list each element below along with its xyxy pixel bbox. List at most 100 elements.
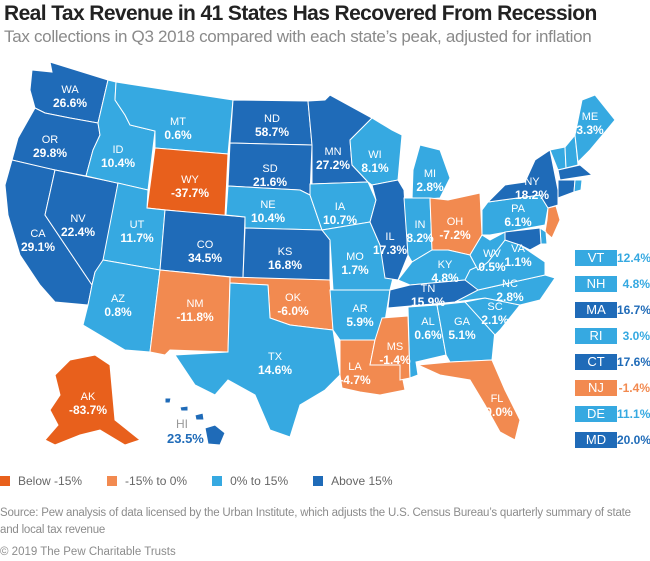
label-CO-value: 34.5%	[188, 251, 222, 265]
label-NM-value: -11.8%	[176, 310, 214, 324]
legend-item-neg15-to-0: -15% to 0%	[107, 474, 187, 488]
label-IN-abbr: IN	[415, 219, 426, 231]
label-FL-value: -9.0%	[481, 405, 513, 419]
small-state-NH-abbr: NH	[575, 276, 617, 292]
label-IN-value: 8.2%	[406, 231, 434, 245]
state-AK[interactable]	[44, 354, 142, 446]
label-NY-value: 18.2%	[515, 188, 549, 202]
label-IL-value: 17.3%	[373, 243, 407, 257]
label-CO-abbr: CO	[197, 239, 214, 251]
label-UT-value: 11.7%	[120, 231, 154, 245]
label-OH-value: -7.2%	[439, 228, 471, 242]
label-IA-value: 10.7%	[323, 213, 357, 227]
state-NC[interactable]	[454, 274, 556, 306]
label-SD-value: 21.6%	[253, 175, 287, 189]
label-WA-abbr: WA	[61, 84, 79, 96]
state-FL[interactable]	[416, 359, 521, 441]
small-state-MA-abbr: MA	[575, 302, 617, 318]
legend-item-below-neg15: Below -15%	[0, 474, 82, 488]
label-SD-abbr: SD	[262, 163, 277, 175]
label-OK-value: -6.0%	[277, 304, 309, 318]
legend-swatch	[212, 476, 223, 486]
label-WA-value: 26.6%	[53, 96, 87, 110]
label-MO-value: 1.7%	[341, 263, 369, 277]
label-VA-value: 1.1%	[504, 255, 532, 269]
small-state-NJ-abbr: NJ	[575, 380, 617, 396]
label-WY-value: -37.7%	[171, 186, 209, 200]
label-KY-abbr: KY	[438, 259, 453, 271]
source-note: Source: Pew analysis of data licensed by…	[0, 507, 631, 536]
map-subtitle: Tax collections in Q3 2018 compared with…	[4, 27, 592, 46]
legend: Below -15% -15% to 0% 0% to 15% Above 15…	[0, 474, 418, 488]
label-VA-abbr: VA	[511, 243, 526, 255]
label-NC-abbr: NC	[502, 278, 518, 290]
label-ND-value: 58.7%	[255, 125, 289, 139]
state-shapes	[4, 61, 616, 446]
map-title: Real Tax Revenue in 41 States Has Recove…	[4, 2, 597, 25]
state-NY[interactable]	[486, 149, 559, 209]
legend-swatch	[107, 476, 118, 486]
label-ID-abbr: ID	[113, 144, 124, 156]
label-SC-abbr: SC	[487, 301, 502, 313]
label-WI-value: 8.1%	[361, 161, 389, 175]
state-NJ[interactable]	[544, 205, 561, 239]
label-WY-abbr: WY	[181, 174, 199, 186]
state-CT[interactable]	[557, 179, 576, 199]
label-NV-value: 22.4%	[61, 225, 95, 239]
label-ND-abbr: ND	[264, 113, 280, 125]
small-state-DE-value: 11.1%	[617, 407, 650, 421]
label-MT-abbr: MT	[170, 116, 186, 128]
label-MS-value: -1.4%	[379, 353, 411, 367]
label-MI-value: 2.8%	[416, 180, 444, 194]
state-labels: WA26.6%OR29.8%CA29.1%NV22.4%ID10.4%MT0.6…	[21, 84, 604, 419]
label-AL-abbr: AL	[421, 316, 434, 328]
label-OR-abbr: OR	[42, 134, 59, 146]
label-ME-value: 3.3%	[576, 123, 604, 137]
label-AK-abbr: AK	[81, 391, 96, 403]
label-HI-value: 23.5%	[167, 431, 204, 446]
small-state-NH-value: 4.8%	[622, 277, 650, 291]
label-NE-value: 10.4%	[251, 211, 285, 225]
legend-item-0-to-15: 0% to 15%	[212, 474, 288, 488]
label-AR-abbr: AR	[352, 303, 367, 315]
label-PA-value: 6.1%	[504, 215, 532, 229]
small-state-RI-value: 3.0%	[622, 329, 650, 343]
label-KS-abbr: KS	[278, 246, 293, 258]
label-GA-value: 5.1%	[448, 328, 476, 342]
label-AL-value: 0.6%	[414, 328, 442, 342]
small-state-CT-value: 17.6%	[617, 355, 650, 369]
label-KY-value: 4.8%	[431, 271, 459, 285]
label-MO-abbr: MO	[346, 251, 364, 263]
label-UT-abbr: UT	[130, 219, 145, 231]
legend-swatch	[0, 476, 10, 486]
small-state-DE-abbr: DE	[575, 406, 617, 422]
state-MD[interactable]	[504, 227, 542, 251]
label-NV-abbr: NV	[70, 213, 86, 225]
label-TX-abbr: TX	[268, 351, 283, 363]
state-KS[interactable]	[242, 227, 331, 281]
state-MI[interactable]	[411, 144, 451, 201]
state-MA[interactable]	[557, 164, 594, 181]
label-SC-value: 2.1%	[481, 313, 509, 327]
label-OK-abbr: OK	[285, 292, 302, 304]
legend-label: -15% to 0%	[125, 474, 188, 488]
label-KS-value: 16.8%	[268, 258, 302, 272]
label-PA-abbr: PA	[511, 203, 526, 215]
state-TX[interactable]	[174, 282, 341, 438]
state-ME[interactable]	[574, 94, 616, 164]
legend-label: 0% to 15%	[230, 474, 289, 488]
state-HI[interactable]	[164, 397, 226, 446]
legend-item-above-15: Above 15%	[313, 474, 393, 488]
legend-swatch	[313, 476, 324, 486]
small-state-MD-value: 20.0%	[617, 433, 650, 447]
label-MI-abbr: MI	[424, 168, 436, 180]
label-WV-value: 0.5%	[478, 260, 506, 274]
label-IA-abbr: IA	[335, 201, 346, 213]
label-NC-value: 2.8%	[496, 290, 524, 304]
label-NM-abbr: NM	[186, 298, 203, 310]
label-MN-value: 27.2%	[316, 158, 350, 172]
small-state-MA-value: 16.7%	[617, 303, 650, 317]
us-map: WA26.6%OR29.8%CA29.1%NV22.4%ID10.4%MT0.6…	[4, 61, 616, 446]
state-IL[interactable]	[369, 179, 409, 281]
state-RI[interactable]	[573, 179, 583, 193]
